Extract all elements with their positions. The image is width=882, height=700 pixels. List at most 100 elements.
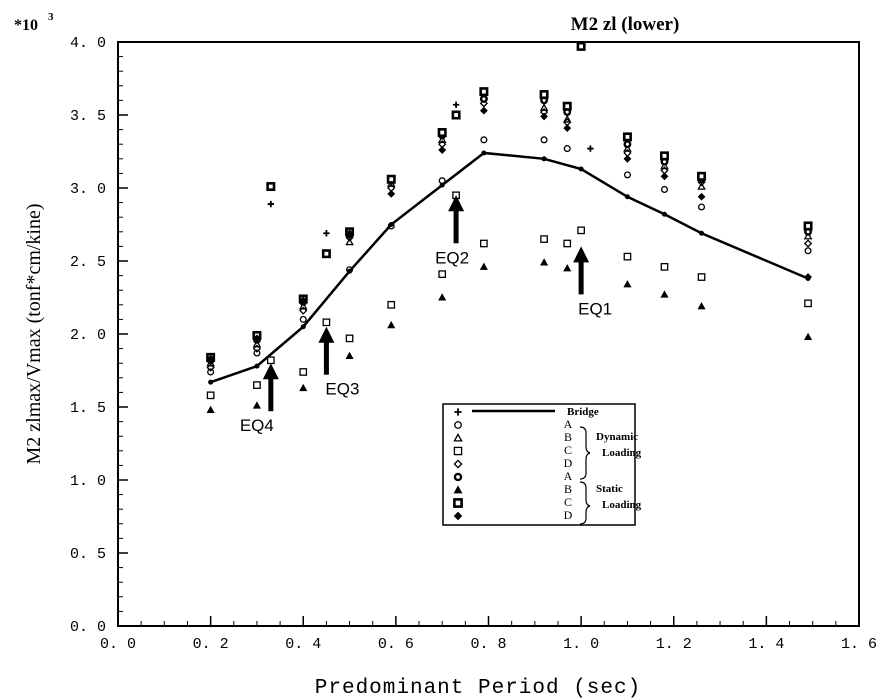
bridge-line-point <box>208 379 214 385</box>
marker-a-dynamic <box>623 171 631 179</box>
marker-c-static <box>576 41 586 51</box>
marker-d-dynamic <box>479 99 488 108</box>
marker-c-dynamic <box>540 235 548 243</box>
legend-symbol-square-heavy <box>453 498 463 508</box>
marker-c-static <box>479 87 489 97</box>
marker-c-static <box>803 221 813 231</box>
annotation-label: EQ2 <box>435 248 469 267</box>
marker-bridge <box>267 200 275 208</box>
y-tick-label: 2. 5 <box>70 254 106 271</box>
legend-symbol-diamond-open <box>453 459 463 469</box>
marker-c-dynamic <box>623 252 632 261</box>
marker-d-static <box>804 273 812 281</box>
legend-static-label-2: Loading <box>602 499 642 511</box>
marker-c-dynamic <box>577 226 585 235</box>
marker-c-static <box>659 151 669 161</box>
marker-d-dynamic <box>206 363 215 372</box>
marker-d-dynamic <box>252 344 262 353</box>
marker-c-static <box>321 249 331 259</box>
legend-letter: D <box>564 456 573 470</box>
marker-b-dynamic <box>345 237 354 246</box>
arrow-head <box>448 195 465 212</box>
bridge-line-point <box>541 156 547 162</box>
y-multiplier-exponent: 3 <box>48 11 54 23</box>
annotation-eq2: EQ2 <box>435 195 469 267</box>
y-tick-label: 4. 0 <box>70 35 106 52</box>
bridge-line-point <box>661 211 667 217</box>
legend-symbol-triangle-filled <box>453 485 463 494</box>
y-multiplier: *10 <box>14 17 38 34</box>
marker-c-dynamic <box>387 300 396 309</box>
marker-a-dynamic <box>207 368 215 376</box>
marker-d-static <box>345 229 354 238</box>
legend-letter: C <box>564 495 572 509</box>
arrow-head <box>262 363 279 380</box>
x-tick-label: 1. 2 <box>656 636 692 653</box>
marker-b-static <box>345 351 354 359</box>
marker-d-static <box>299 296 308 305</box>
marker-bridge <box>587 145 594 152</box>
marker-c-static <box>539 90 549 100</box>
bridge-line-point <box>578 166 584 172</box>
x-tick-label: 0. 0 <box>100 636 136 653</box>
marker-a-dynamic <box>540 136 548 144</box>
marker-d-static <box>438 146 447 154</box>
marker-b-dynamic <box>252 339 262 348</box>
annotation-eq4: EQ4 <box>240 363 279 435</box>
legend-symbol-circle-filled <box>453 472 463 482</box>
marker-a-dynamic <box>299 315 307 323</box>
marker-b-static <box>697 302 706 310</box>
bridge-line-point <box>699 230 705 236</box>
annotations-layer: EQ4 EQ3 EQ2 EQ1 <box>240 195 612 435</box>
marker-a-dynamic <box>804 247 812 255</box>
legend-static-label-1: Static <box>596 483 623 495</box>
marker-b-dynamic <box>660 161 669 170</box>
marker-b-static <box>540 258 549 266</box>
marker-b-static <box>660 290 669 298</box>
x-tick-label: 1. 0 <box>563 636 599 653</box>
x-tick-label: 0. 8 <box>470 636 506 653</box>
marker-d-static <box>540 112 548 121</box>
marker-b-dynamic <box>539 103 549 111</box>
x-axis-ticks: 0. 0 0. 2 0. 4 0. 6 0. 8 1. 0 1. 2 1. 4 1. 6 <box>100 616 877 653</box>
y-tick-label: 3. 0 <box>70 181 106 198</box>
bridge-line-point <box>300 324 306 330</box>
y-tick-label: 0. 0 <box>70 619 106 636</box>
annotation-label: EQ3 <box>325 380 359 399</box>
marker-b-dynamic <box>437 135 447 144</box>
marker-bridge <box>452 101 460 108</box>
marker-c-static <box>622 132 632 142</box>
legend-letter: A <box>564 417 573 431</box>
legend-letter: D <box>564 508 573 522</box>
marker-c-dynamic <box>345 334 354 343</box>
marker-c-dynamic <box>253 381 261 389</box>
legend-letter: B <box>564 430 572 444</box>
marker-c-dynamic <box>563 239 572 248</box>
y-tick-label: 1. 5 <box>70 400 106 417</box>
marker-b-static <box>479 262 488 270</box>
marker-a-dynamic <box>438 177 446 185</box>
marker-a-dynamic <box>387 222 395 230</box>
marker-b-static <box>438 293 447 301</box>
marker-b-static <box>623 280 632 288</box>
marker-c-static <box>562 101 572 111</box>
x-axis-label: Predominant Period (sec) <box>315 677 641 700</box>
markers-layer <box>206 41 813 413</box>
arrow-shaft <box>268 375 274 412</box>
bridge-line-point <box>624 194 630 200</box>
marker-b-static <box>563 264 572 272</box>
marker-d-dynamic <box>299 306 308 315</box>
marker-c-static <box>437 128 447 138</box>
legend-box <box>442 403 636 526</box>
y-tick-label: 0. 5 <box>70 546 106 563</box>
legend-dynamic-label-2: Loading <box>602 447 642 459</box>
marker-c-dynamic <box>438 270 447 278</box>
marker-c-dynamic <box>697 273 706 281</box>
legend-letter: C <box>564 443 572 457</box>
marker-d-dynamic <box>803 239 813 248</box>
x-tick-label: 1. 6 <box>841 636 877 653</box>
marker-a-dynamic <box>660 185 669 193</box>
marker-b-static <box>387 321 396 329</box>
marker-d-static <box>387 189 396 198</box>
